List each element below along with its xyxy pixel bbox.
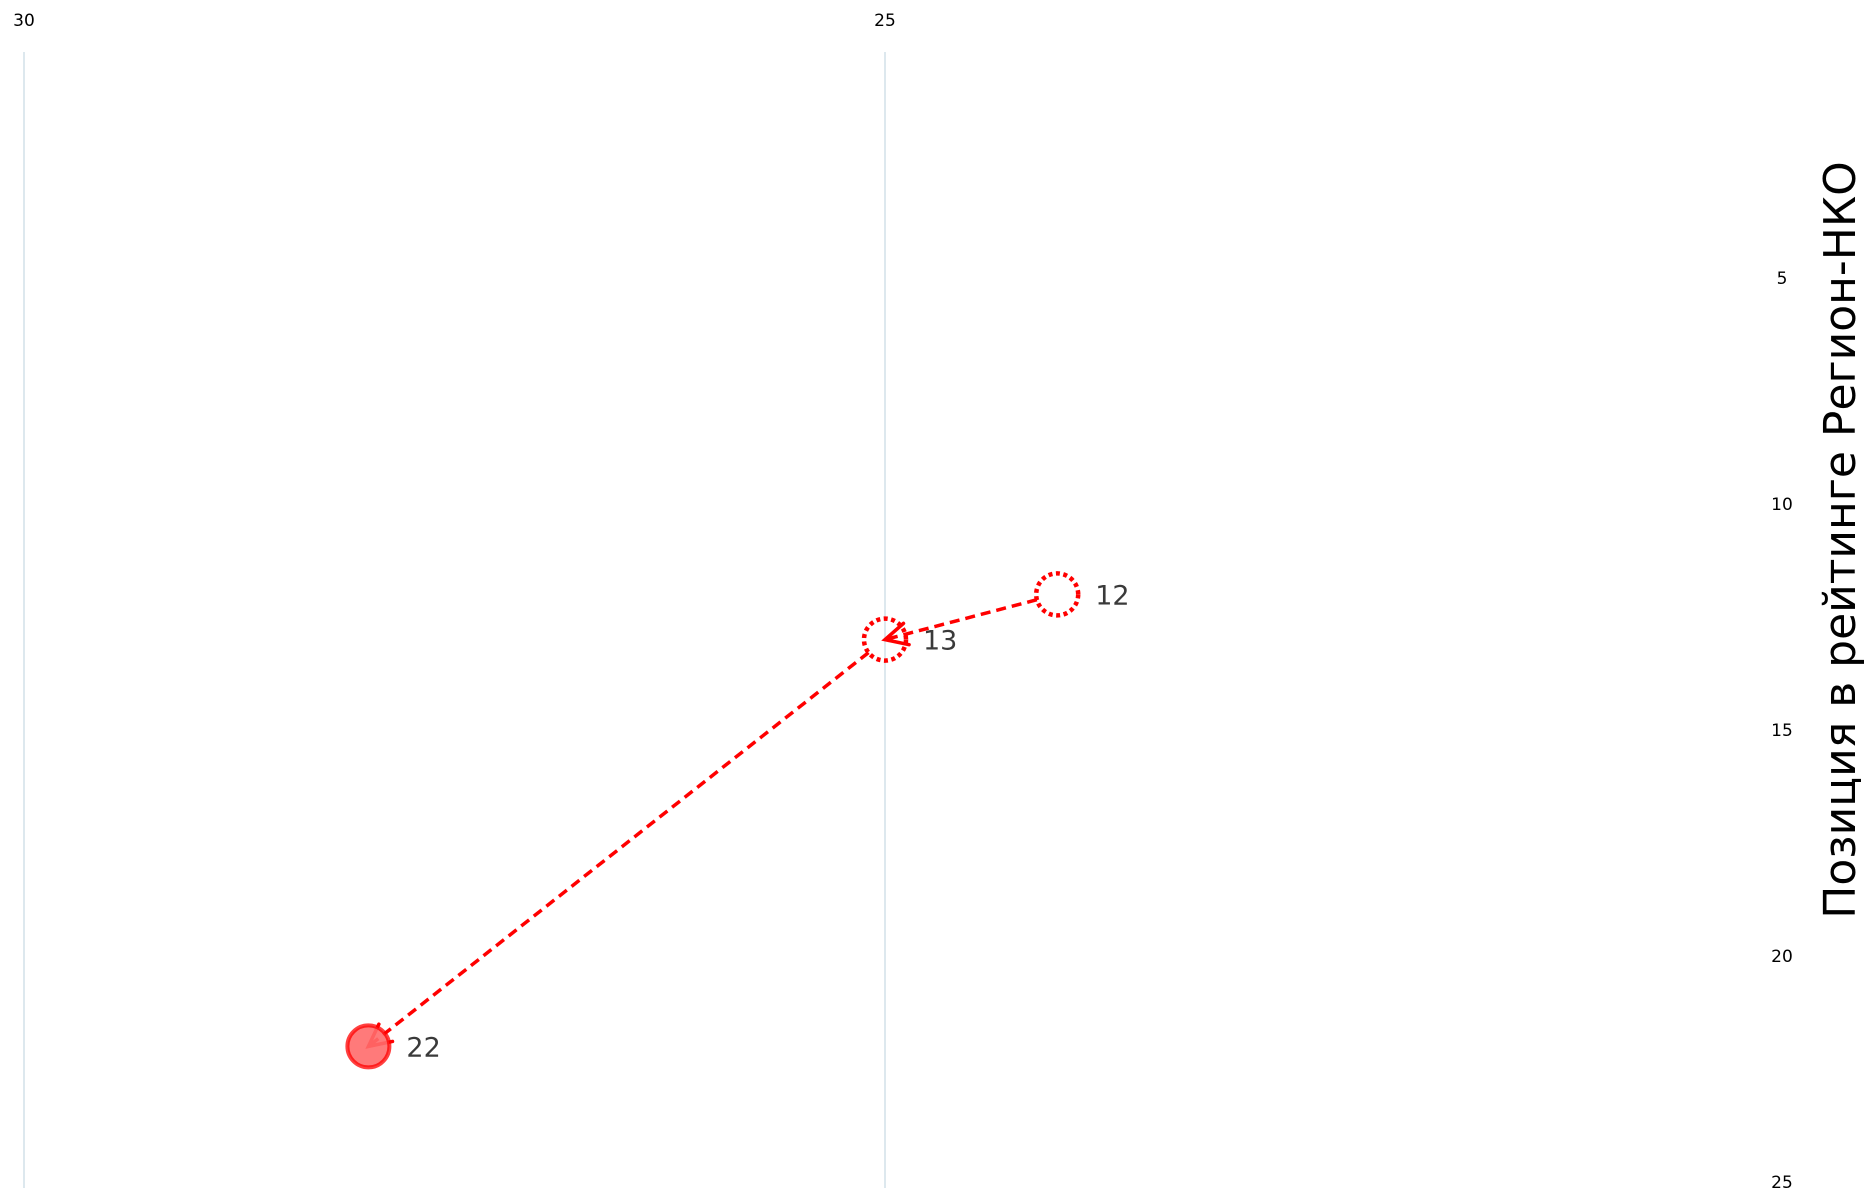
arrow-line xyxy=(367,651,870,1048)
arrow-line xyxy=(884,598,1038,642)
point-label: 12 xyxy=(1095,580,1129,611)
data-point xyxy=(1033,571,1081,618)
point-label: 13 xyxy=(923,626,957,657)
y-grid xyxy=(24,277,1748,1183)
x-tick-labels: 30 25 xyxy=(13,11,896,31)
point-label: 22 xyxy=(406,1032,440,1063)
y-tick-label: 20 xyxy=(1771,947,1793,967)
y-tick-label: 25 xyxy=(1771,1173,1793,1193)
point-labels: 12 13 22 xyxy=(406,580,1129,1063)
data-point xyxy=(345,1023,392,1070)
y-axis-title: Позиция в рейтинге Регион-НКО xyxy=(1815,161,1866,919)
y-tick-label: 15 xyxy=(1771,721,1793,741)
x-tick-label: 25 xyxy=(874,11,896,31)
data-point xyxy=(861,616,909,663)
arrow-head xyxy=(881,621,911,647)
arrows xyxy=(365,598,1038,1049)
y-tick-label: 10 xyxy=(1771,495,1793,515)
y-tick-labels: 5 10 15 20 25 xyxy=(1771,269,1793,1193)
points xyxy=(345,571,1081,1070)
x-tick-label: 30 xyxy=(13,11,35,31)
y-tick-label: 5 xyxy=(1777,269,1788,289)
x-grid xyxy=(23,52,886,1188)
